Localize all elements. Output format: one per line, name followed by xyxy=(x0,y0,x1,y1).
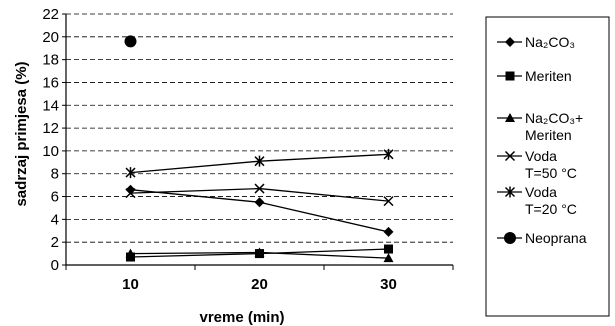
series-0 xyxy=(125,184,394,237)
data-point xyxy=(125,184,136,195)
y-tick-label: 16 xyxy=(42,74,59,91)
star-marker xyxy=(125,167,136,179)
legend-label: Na₂CO₃ xyxy=(525,34,575,50)
data-point xyxy=(383,226,394,237)
grid-lines xyxy=(62,13,453,266)
series-3 xyxy=(125,183,394,207)
legend-marker xyxy=(505,71,515,81)
y-tick-label: 22 xyxy=(42,6,59,23)
data-point xyxy=(254,197,265,208)
x-tick-label: 30 xyxy=(380,276,397,293)
y-tick-label: 8 xyxy=(51,166,59,183)
data-point xyxy=(125,248,136,258)
x-marker xyxy=(125,188,136,199)
circle-marker xyxy=(124,35,137,48)
y-tick-label: 2 xyxy=(51,234,59,251)
data-point xyxy=(254,247,265,257)
data-point xyxy=(383,253,394,263)
triangle-marker xyxy=(254,247,265,257)
legend-label: Voda xyxy=(525,148,557,164)
legend-entry-2: Na₂CO₃+Meriten xyxy=(497,110,583,143)
legend-entry-1: Meriten xyxy=(497,68,572,84)
legend-marker xyxy=(504,186,516,198)
legend-entry-0: Na₂CO₃ xyxy=(497,34,575,50)
series-5 xyxy=(124,35,137,48)
data-point xyxy=(384,244,393,254)
legend-label: T=50 °C xyxy=(525,165,577,181)
data-point xyxy=(383,148,394,160)
axes xyxy=(65,14,454,270)
legend-label: Voda xyxy=(525,184,557,200)
y-axis-title: sadrzaj primjesa (%) xyxy=(13,61,30,206)
data-point xyxy=(124,35,137,48)
y-tick-label: 0 xyxy=(51,257,59,274)
data-point xyxy=(125,167,136,179)
x-tick-label: 10 xyxy=(122,276,139,293)
data-point xyxy=(254,155,265,167)
legend-marker xyxy=(505,113,515,122)
square-marker xyxy=(384,244,393,254)
triangle-marker xyxy=(125,248,136,258)
series-2 xyxy=(125,247,394,263)
circle-marker xyxy=(504,232,516,244)
diamond-marker xyxy=(125,184,136,195)
legend-marker xyxy=(504,150,516,162)
x-axis-title: vreme (min) xyxy=(199,309,284,326)
legend-label: T=20 °C xyxy=(525,201,577,217)
star-marker xyxy=(254,155,265,167)
y-tick-label: 20 xyxy=(42,29,59,46)
data-point xyxy=(125,188,136,199)
square-marker xyxy=(505,71,515,81)
legend-marker xyxy=(505,37,515,47)
y-tick-label: 12 xyxy=(42,120,59,137)
x-marker xyxy=(383,196,394,207)
triangle-marker xyxy=(505,113,515,122)
legend-label: Na₂CO₃+ xyxy=(525,110,583,126)
star-marker xyxy=(383,148,394,160)
diamond-marker xyxy=(505,37,515,47)
series-line xyxy=(130,189,389,233)
data-series xyxy=(124,35,394,263)
legend-box xyxy=(485,16,610,317)
y-tick-label: 14 xyxy=(42,97,59,114)
x-tick-label: 20 xyxy=(251,276,268,293)
x-marker xyxy=(504,150,516,162)
diamond-marker xyxy=(254,197,265,208)
star-marker xyxy=(504,186,516,198)
y-tick-label: 4 xyxy=(51,211,59,228)
legend-label: Meriten xyxy=(525,127,572,143)
legend-label: Meriten xyxy=(525,68,572,84)
x-tick-labels: 10 20 30 xyxy=(122,276,397,293)
y-tick-label: 18 xyxy=(42,52,59,69)
series-4 xyxy=(125,148,394,179)
triangle-marker xyxy=(383,253,394,263)
y-tick-label: 6 xyxy=(51,189,59,206)
diamond-marker xyxy=(383,226,394,237)
data-point xyxy=(254,183,265,194)
y-tick-label: 10 xyxy=(42,143,59,160)
legend-marker xyxy=(504,232,516,244)
x-marker xyxy=(254,183,265,194)
y-tick-labels: 0 2 4 6 8 10 12 14 16 18 20 22 xyxy=(42,6,59,274)
legend-entry-5: Neoprana xyxy=(497,230,587,246)
legend-label: Neoprana xyxy=(525,230,587,246)
data-point xyxy=(383,196,394,207)
